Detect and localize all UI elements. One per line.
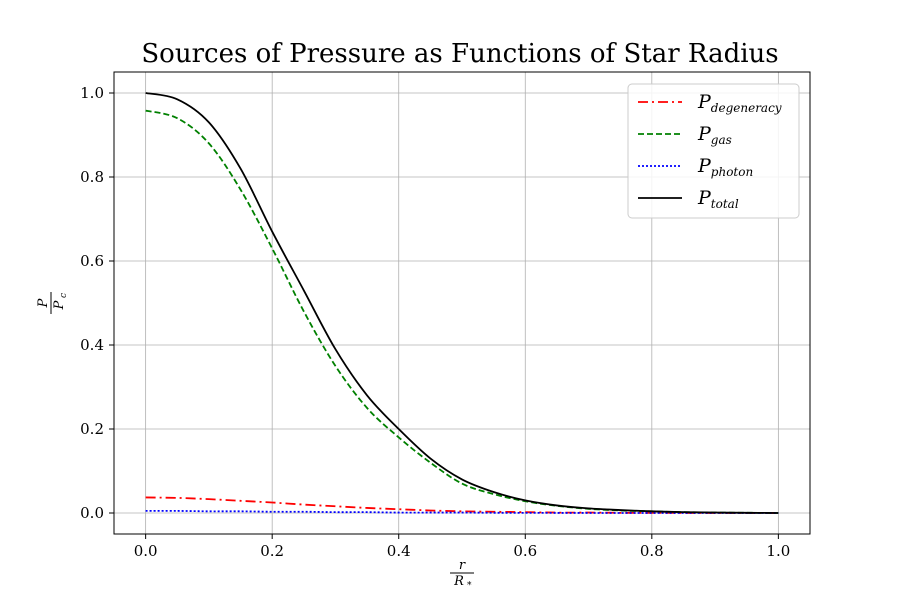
x-axis-label-numerator: r: [459, 558, 466, 573]
y-axis-label-numerator: P: [36, 298, 51, 308]
y-tick-label: 0.6: [80, 252, 104, 270]
series-line-gas: [145, 109, 779, 514]
y-tick-label: 0.8: [80, 168, 104, 186]
y-tick-label: 1.0: [80, 84, 104, 102]
series-line-total: [145, 92, 779, 514]
y-axis-label-denominator-sub: c: [59, 293, 69, 298]
x-axis-label-denominator: R: [453, 574, 464, 589]
x-tick-label: 1.0: [766, 542, 790, 560]
plot-frame: [113, 71, 811, 535]
x-tick-label: 0.2: [260, 542, 284, 560]
legend-label-photon: Pphoton: [697, 155, 753, 179]
series-line-photon: [145, 509, 779, 514]
y-tick-label: 0.2: [80, 420, 104, 438]
y-axis-ticks: 0.0 0.2 0.4 0.6 0.8 1.0: [80, 84, 114, 522]
y-axis-label-denominator: P: [52, 300, 67, 310]
x-tick-label: 0.8: [640, 542, 664, 560]
legend-box: [627, 83, 800, 219]
x-axis-ticks: 0.0 0.2 0.4 0.6 0.8 1.0: [134, 534, 790, 560]
series-lines: [145, 92, 779, 514]
x-axis-label-denominator-sub: *: [467, 581, 472, 591]
x-tick-label: 0.6: [513, 542, 537, 560]
x-axis-label: r R *: [450, 558, 474, 591]
x-tick-label: 0.4: [387, 542, 411, 560]
x-tick-label: 0.0: [134, 542, 158, 560]
chart-title: Sources of Pressure as Functions of Star…: [141, 39, 778, 69]
y-tick-label: 0.4: [80, 336, 104, 354]
y-axis-label: P P c: [36, 292, 69, 314]
y-tick-label: 0.0: [80, 504, 104, 522]
series-line-degeneracy: [145, 496, 779, 514]
